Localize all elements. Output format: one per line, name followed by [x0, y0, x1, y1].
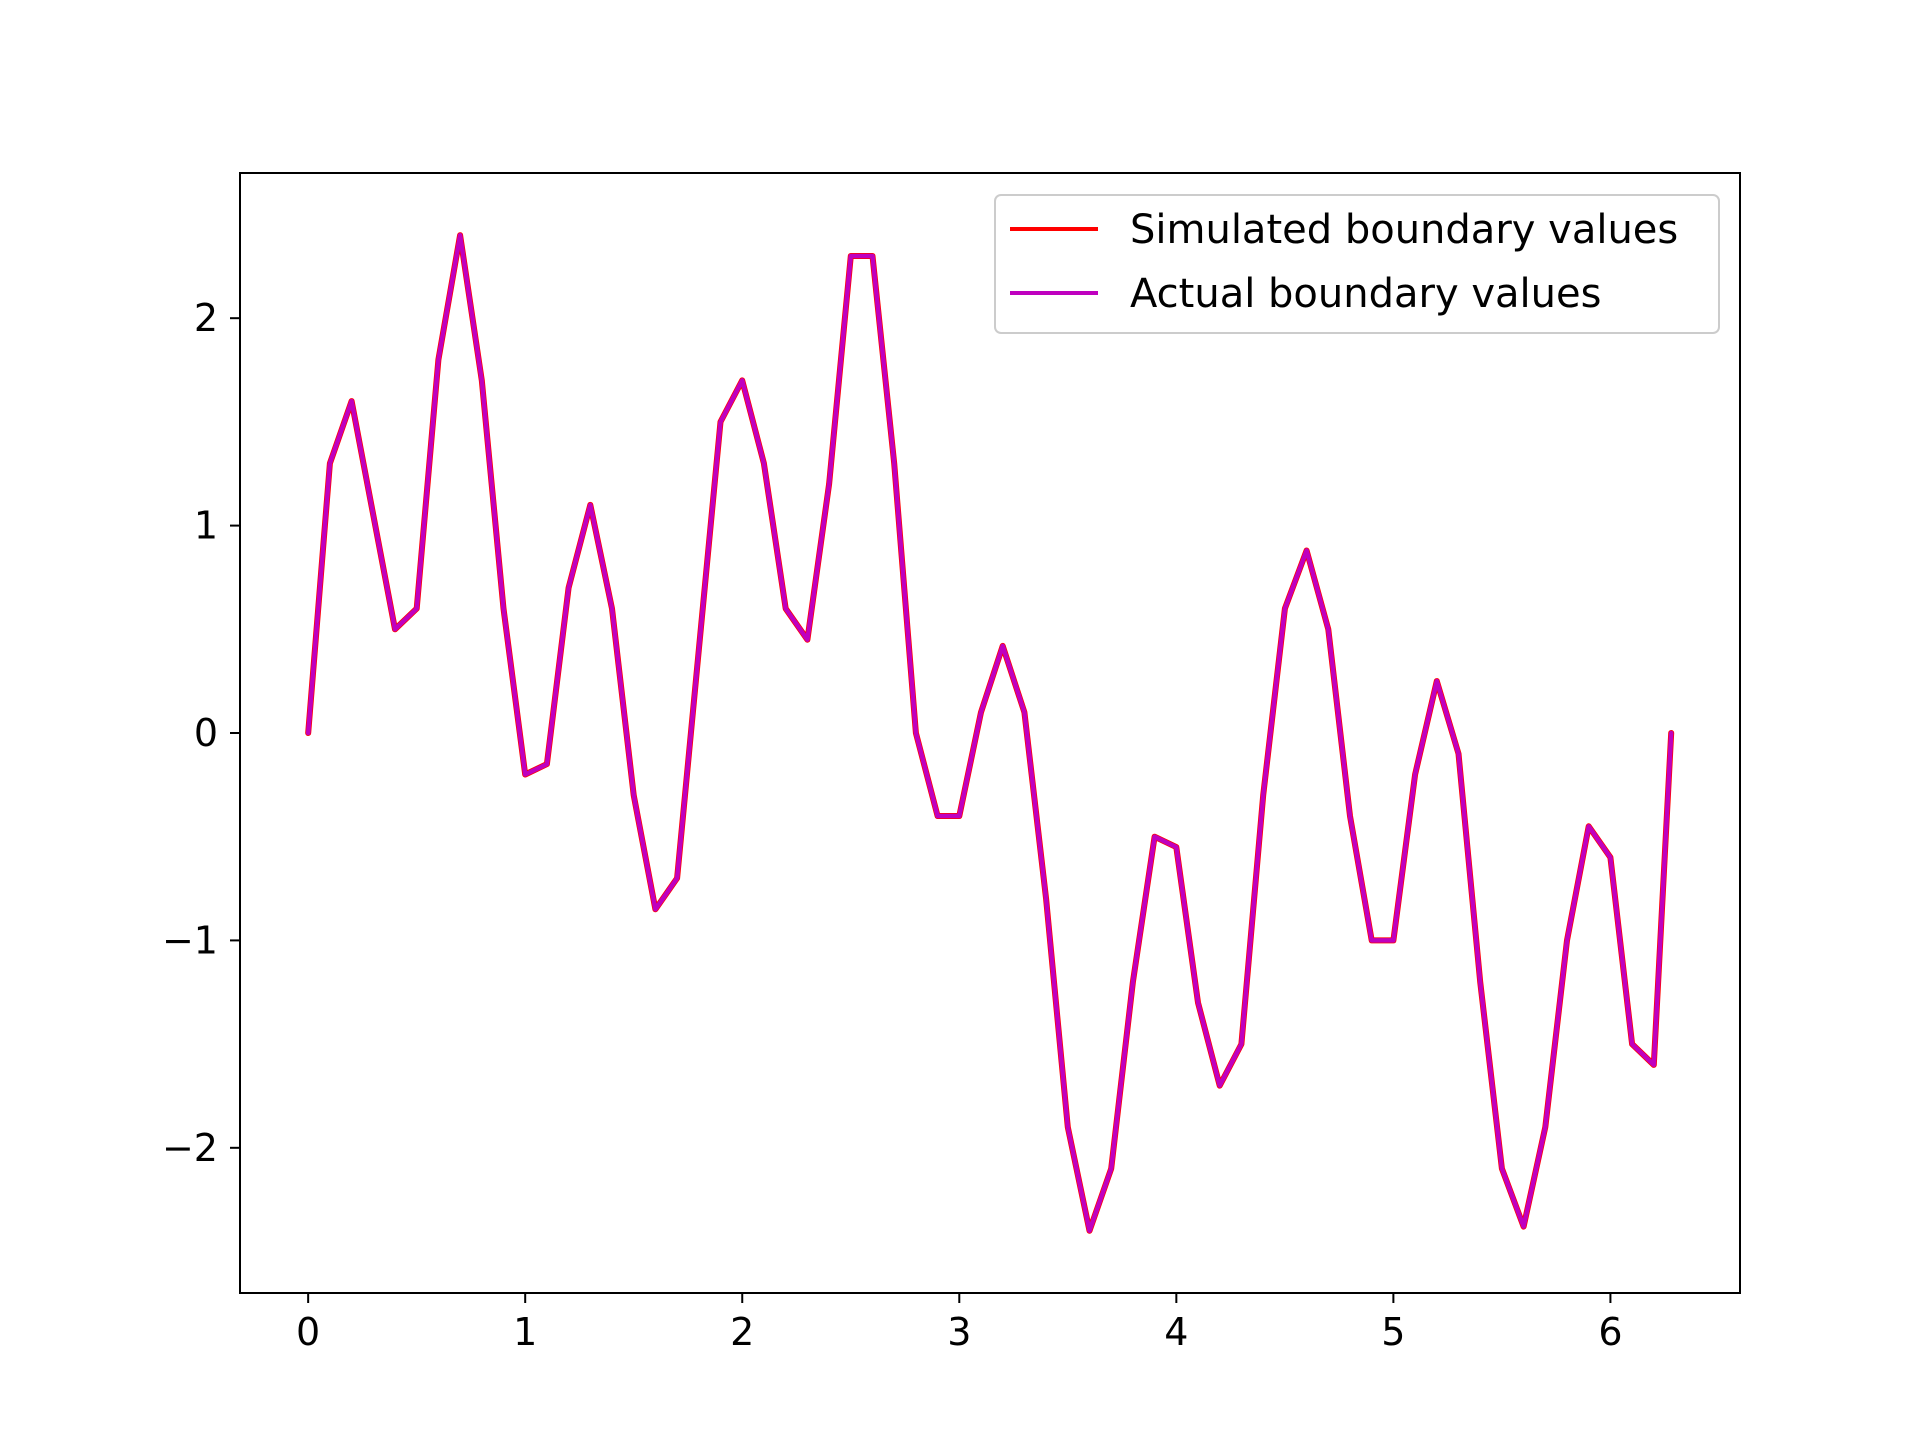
y-tick-label: −2	[162, 1126, 218, 1170]
x-tick-label: 0	[296, 1310, 320, 1354]
x-tick-label: 3	[947, 1310, 971, 1354]
x-tick-label: 1	[513, 1310, 537, 1354]
series-layer	[305, 232, 1675, 1234]
y-axis: −2 −1 0 1 2	[162, 296, 240, 1170]
y-tick-label: 2	[194, 296, 218, 340]
legend: Simulated boundary values Actual boundar…	[994, 194, 1720, 334]
y-tick-label: 0	[194, 711, 218, 755]
y-tick-label: 1	[194, 504, 218, 548]
x-axis: 0 1 2 3 4 5 6	[296, 1293, 1623, 1354]
x-tick-label: 5	[1381, 1310, 1405, 1354]
x-tick-label: 2	[730, 1310, 754, 1354]
legend-label-actual: Actual boundary values	[1130, 271, 1601, 317]
y-tick-label: −1	[162, 918, 218, 962]
x-tick-label: 4	[1164, 1310, 1188, 1354]
series-line-1	[305, 232, 1674, 1234]
legend-label-simulated: Simulated boundary values	[1130, 207, 1678, 253]
legend-box	[994, 194, 1720, 334]
x-tick-label: 6	[1598, 1310, 1622, 1354]
